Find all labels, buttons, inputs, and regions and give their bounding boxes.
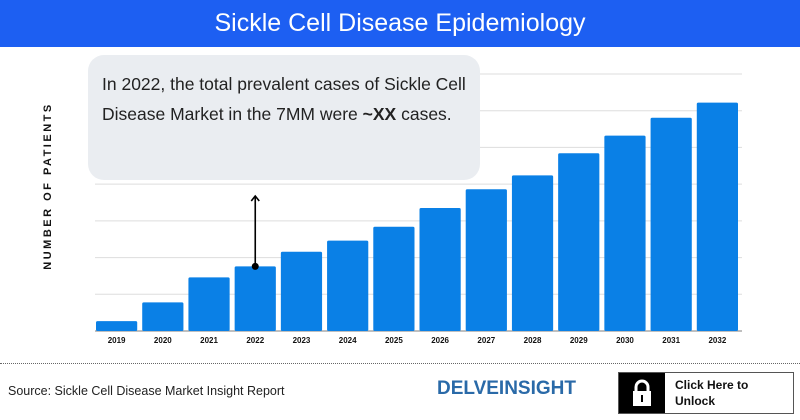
bar-2024 [327,240,369,331]
x-tick-label: 2029 [570,336,588,345]
bar-2021 [188,277,230,331]
annotation-box: In 2022, the total prevalent cases of Si… [88,55,480,180]
bar-2030 [604,135,646,331]
bar-2023 [280,251,323,331]
bar-2031 [650,117,692,331]
unlock-label-1: Click Here to [675,378,749,392]
bar-2020 [142,302,184,331]
delveinsight-logo: DELVEINSIGHT [437,378,576,399]
x-tick-label: 2031 [662,336,680,345]
x-tick-label: 2024 [339,336,357,345]
x-tick-label: 2028 [524,336,542,345]
unlock-button[interactable]: Click Here to Unlock [618,372,794,414]
x-tick-label: 2032 [708,336,726,345]
lock-icon [619,373,665,413]
annotation-value: ~XX [362,104,397,124]
bar-2026 [419,208,461,331]
annotation-text-end: cases. [396,104,452,124]
x-tick-label: 2019 [108,336,126,345]
bar-2025 [373,226,415,331]
bar-2029 [558,153,600,331]
x-tick-label: 2022 [246,336,264,345]
x-tick-label: 2020 [154,336,172,345]
x-tick-label: 2026 [431,336,449,345]
bar-2032 [696,102,738,331]
bar-chart: 2019 2020 2021 2022 2023 2024 2025 2026 2027 2028… [95,73,742,345]
x-tick-label: 2021 [200,336,218,345]
x-tick-label: 2023 [293,336,311,345]
source-text: Source: Sickle Cell Disease Market Insig… [8,384,285,398]
x-tick-label: 2027 [477,336,495,345]
bar-2027 [465,189,507,331]
x-tick-label: 2030 [616,336,634,345]
bar-2022 [234,266,276,331]
arrow-head-icon [250,194,260,202]
bar-2028 [511,175,554,331]
x-tick-label: 2025 [385,336,403,345]
y-axis-label: NUMBER OF PATIENTS [42,102,54,270]
annotation-text: In 2022, the total prevalent cases of Si… [102,74,466,124]
page-title: Sickle Cell Disease Epidemiology [0,0,800,47]
unlock-label-2: Unlock [675,394,716,408]
annotation-dot [251,262,259,270]
divider [0,363,800,364]
bar-2019 [96,321,138,331]
